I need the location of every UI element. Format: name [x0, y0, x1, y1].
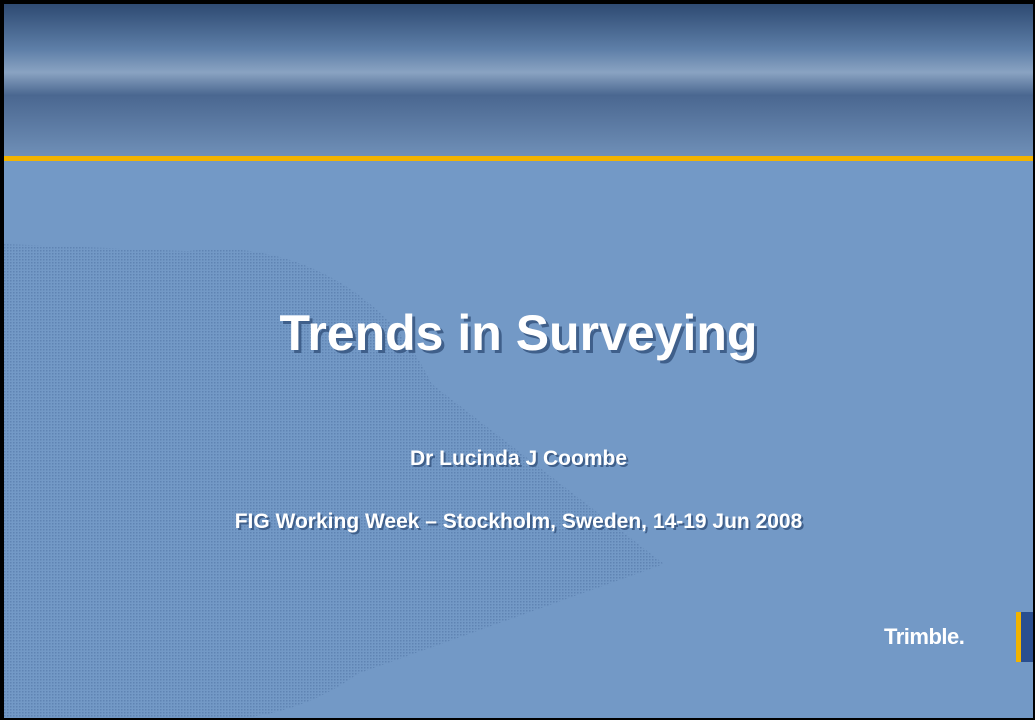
logo-bar-blue — [1021, 612, 1033, 662]
logo: Trimble. — [884, 624, 964, 650]
header-rule — [4, 156, 1033, 161]
author: Dr Lucinda J Coombe — [4, 447, 1033, 471]
slide: Trends in Surveying Dr Lucinda J Coombe … — [4, 4, 1033, 718]
logo-bar-gold — [1016, 612, 1021, 662]
slide-title: Trends in Surveying — [4, 304, 1033, 362]
header-photo — [4, 4, 1033, 156]
page: Trends in Surveying Dr Lucinda J Coombe … — [0, 0, 1035, 720]
event: FIG Working Week – Stockholm, Sweden, 14… — [4, 510, 1033, 534]
